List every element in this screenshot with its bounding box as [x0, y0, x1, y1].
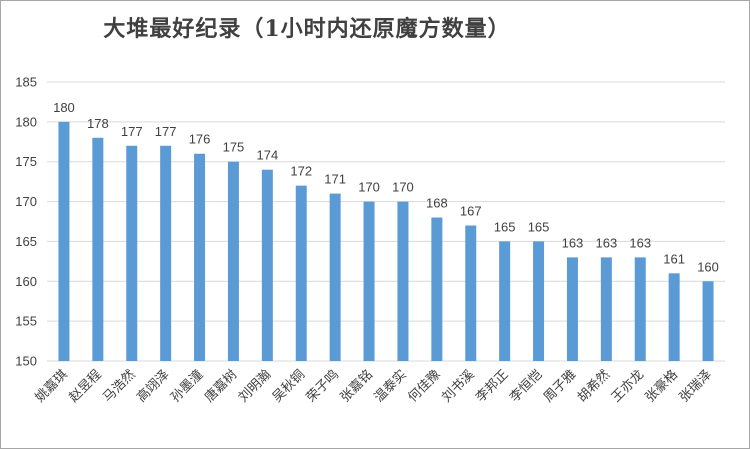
data-label: 168: [426, 196, 448, 211]
bar: [668, 273, 680, 361]
data-label: 165: [494, 219, 516, 234]
x-tick-label: 张嘉铭: [338, 367, 376, 405]
y-tick-label: 155: [15, 314, 37, 329]
bar: [58, 121, 70, 361]
x-tick-label: 刘明瀚: [236, 367, 274, 405]
y-tick-label: 170: [15, 194, 37, 209]
data-label: 177: [121, 124, 143, 139]
data-label: 178: [87, 116, 109, 131]
data-label: 180: [53, 100, 75, 115]
x-tick-label: 马浩然: [100, 367, 139, 406]
bar: [295, 185, 307, 361]
bar: [92, 137, 104, 361]
data-label: 160: [697, 259, 719, 274]
x-tick-label: 吴秋铜: [270, 367, 308, 405]
x-tick-label: 刘书溪: [439, 367, 477, 405]
bar: [126, 145, 138, 361]
x-tick-label: 赵昱程: [66, 367, 104, 405]
bar: [465, 225, 477, 361]
data-label: 170: [358, 180, 380, 195]
data-label: 165: [528, 219, 550, 234]
chart-title: 大堆最好纪录（1小时内还原魔方数量）: [103, 16, 511, 42]
x-tick-label: 王亦龙: [608, 367, 647, 406]
data-label: 170: [392, 180, 414, 195]
bar: [397, 201, 409, 361]
y-tick-label: 150: [15, 354, 37, 369]
bar: [499, 241, 511, 361]
bar-layer: [58, 121, 714, 361]
bar: [194, 153, 206, 361]
bar: [634, 257, 646, 361]
data-label: 163: [629, 235, 651, 250]
bar: [431, 217, 443, 361]
y-tick-label: 185: [15, 75, 37, 90]
x-tick-label: 张豪格: [642, 367, 681, 406]
y-tick-label: 165: [15, 234, 37, 249]
bar: [160, 145, 172, 361]
data-label: 161: [663, 251, 685, 266]
data-label: 171: [324, 172, 346, 187]
x-tick-label: 孙墨潼: [167, 367, 206, 406]
bar: [600, 257, 612, 361]
x-tick-label: 李恒恺: [507, 367, 545, 405]
x-tick-label: 姚嘉琪: [33, 367, 71, 405]
bar: [227, 161, 239, 361]
x-tick-label: 唐嘉树: [201, 367, 240, 406]
data-label: 163: [562, 235, 584, 250]
data-label: 167: [460, 203, 482, 218]
x-tick-label: 张瑞泽: [677, 367, 715, 405]
x-tick-label: 胡希然: [574, 367, 613, 406]
data-label: 177: [155, 124, 177, 139]
data-label: 174: [256, 148, 278, 163]
x-tick-label: 高翊泽: [134, 367, 173, 406]
data-label: 175: [223, 140, 245, 155]
data-label: 176: [189, 132, 211, 147]
bar: [702, 281, 714, 361]
x-tick-label: 温泰实: [372, 367, 410, 405]
data-label: 172: [290, 164, 312, 179]
y-tick-label: 180: [15, 114, 37, 129]
bar: [363, 201, 375, 361]
grid-layer: [47, 81, 725, 362]
bar: [261, 169, 273, 361]
bar: [329, 193, 341, 361]
y-tick-label: 160: [15, 274, 37, 289]
data-label: 163: [595, 235, 617, 250]
x-tick-label: 何佳豫: [405, 367, 444, 406]
x-tick-label: 周子雅: [541, 367, 579, 405]
bar: [566, 257, 578, 361]
y-tick-label: 175: [15, 154, 37, 169]
x-tick-label: 荣子鸣: [303, 367, 342, 406]
bar: [533, 241, 545, 361]
x-tick-label: 李邦正: [473, 367, 511, 405]
